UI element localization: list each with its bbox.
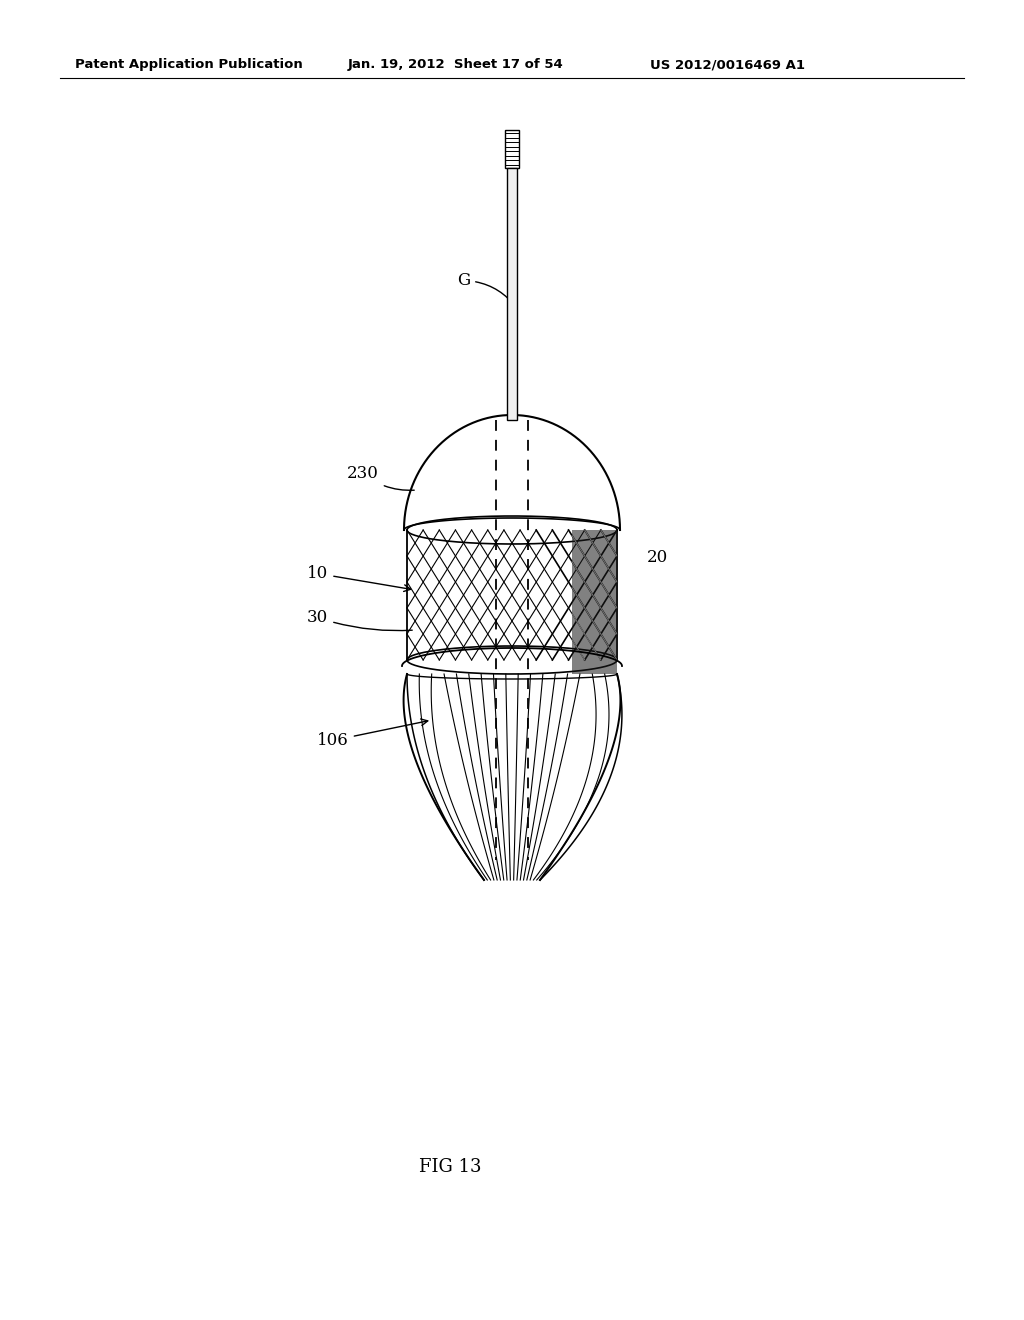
Text: 230: 230 — [347, 465, 415, 490]
Bar — [505, 129, 519, 168]
Text: 10: 10 — [307, 565, 411, 591]
Text: G: G — [457, 272, 516, 308]
Bar — [407, 531, 617, 660]
Bar — [507, 168, 517, 420]
Text: Jan. 19, 2012  Sheet 17 of 54: Jan. 19, 2012 Sheet 17 of 54 — [348, 58, 564, 71]
Text: US 2012/0016469 A1: US 2012/0016469 A1 — [650, 58, 805, 71]
Polygon shape — [572, 531, 617, 675]
Text: 106: 106 — [317, 719, 428, 748]
Text: Patent Application Publication: Patent Application Publication — [75, 58, 303, 71]
Text: 30: 30 — [307, 609, 413, 631]
Text: FIG 13: FIG 13 — [419, 1158, 481, 1176]
Text: 20: 20 — [647, 549, 669, 566]
